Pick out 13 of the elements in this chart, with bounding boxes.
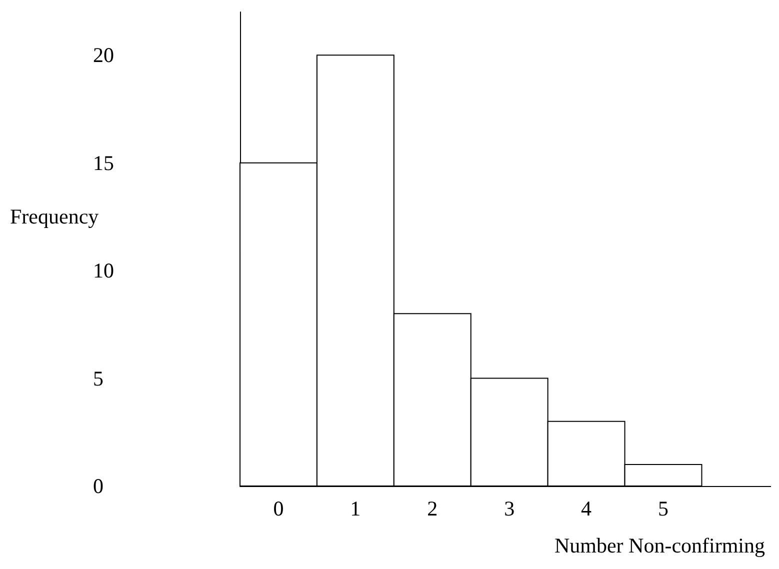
y-tick-label: 5 xyxy=(93,366,104,390)
x-tick-label: 2 xyxy=(427,496,438,520)
x-axis-title: Number Non-confirming xyxy=(554,534,766,558)
y-tick-label: 10 xyxy=(93,258,114,283)
x-tick-label: 3 xyxy=(504,496,515,520)
x-tick-label: 5 xyxy=(658,496,669,520)
y-tick-label: 0 xyxy=(93,474,104,498)
x-tick-label: 1 xyxy=(350,496,361,520)
x-tick-label: 0 xyxy=(273,496,284,520)
y-tick-label: 20 xyxy=(93,43,114,68)
y-axis-title: Frequency xyxy=(10,204,100,228)
x-tick-label: 4 xyxy=(581,496,592,520)
y-tick-label: 15 xyxy=(93,150,114,175)
